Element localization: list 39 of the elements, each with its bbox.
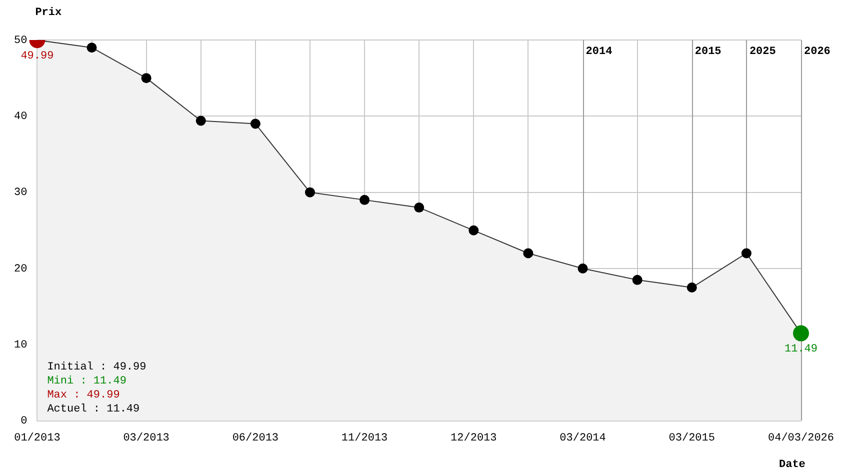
point	[250, 118, 260, 129]
y-tick-label: 10	[14, 340, 28, 352]
annotation: Initial : 49.99	[47, 362, 146, 374]
annotation: 2014	[586, 46, 613, 58]
point	[686, 282, 697, 293]
y-tick-label: 20	[14, 263, 28, 276]
point	[141, 73, 152, 84]
point	[468, 225, 479, 236]
x-tick-label: 03/2014	[560, 432, 606, 444]
point	[196, 116, 206, 126]
annotation: Max : 49.99	[47, 390, 120, 402]
annotation: Actuel : 11.49	[47, 404, 140, 416]
x-axis-title: Date	[778, 458, 806, 471]
point	[86, 42, 97, 53]
x-tick-label: 12/2013	[450, 432, 497, 444]
x-tick-label: 04/03/2026	[768, 432, 834, 444]
point	[523, 248, 534, 258]
y-axis-title: Prix	[35, 6, 62, 19]
annotation: Mini : 11.49	[47, 376, 126, 388]
x-tick-label: 03/2013	[123, 432, 170, 444]
data-label: 11.49	[784, 344, 818, 356]
data-label: 49.99	[20, 50, 54, 62]
point	[304, 187, 315, 198]
x-tick-label: 01/2013	[14, 432, 60, 444]
point	[741, 248, 752, 258]
text: 2026	[804, 46, 830, 58]
annotation: 2025	[749, 46, 776, 58]
x-tick-label: 11/2013	[341, 432, 388, 444]
y-tick-label: 0	[20, 416, 28, 428]
annotation: 2015	[694, 46, 722, 58]
x-tick-label: 03/2015	[668, 432, 715, 444]
y-tick-label: 30	[14, 187, 28, 200]
y-tick-label: 50	[14, 34, 28, 47]
x-tick-label: 06/2013	[232, 432, 279, 444]
point	[360, 194, 370, 205]
y-tick-label: 40	[14, 111, 28, 124]
point	[632, 274, 642, 285]
point	[414, 202, 424, 213]
point	[578, 263, 588, 274]
